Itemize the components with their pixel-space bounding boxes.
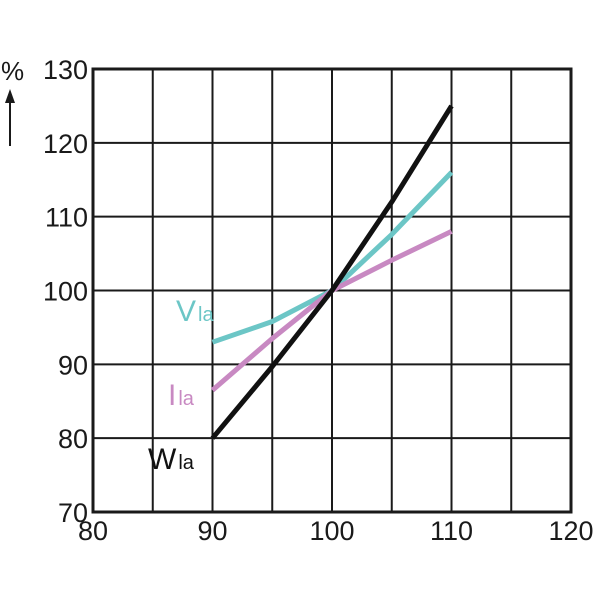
y-tick-label: 100 (43, 277, 88, 307)
y-axis-unit: % (1, 56, 24, 146)
x-tick-label: 120 (548, 516, 593, 546)
y-axis-unit-label: % (1, 56, 24, 86)
x-tick-label: 90 (197, 516, 227, 546)
y-tick-label: 130 (43, 55, 88, 85)
x-tick-label: 100 (309, 516, 354, 546)
series-line-wla (210, 104, 454, 440)
y-tick-label: 110 (45, 203, 88, 233)
up-arrow-icon (5, 89, 15, 146)
grid-lines (93, 69, 571, 512)
x-tick-label: 110 (430, 516, 473, 546)
y-tick-label: 70 (58, 498, 88, 528)
y-tick-label: 90 (58, 350, 88, 380)
x-tick-label: 80 (78, 516, 108, 546)
y-tick-label: 80 (58, 424, 88, 454)
y-tick-label: 120 (43, 129, 88, 159)
series-lines (210, 104, 454, 440)
plot-frame (91, 67, 573, 514)
